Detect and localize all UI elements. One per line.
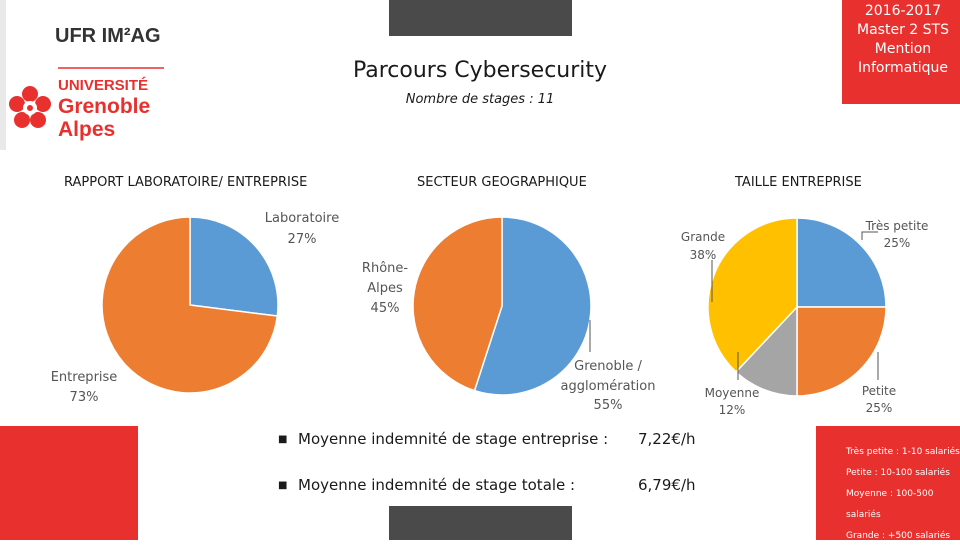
pie-slice-grenoble-agglomération [473, 216, 592, 396]
chart-title-taille: TAILLE ENTREPRISE [735, 175, 862, 190]
stat-label: Moyenne indemnité de stage totale : [298, 476, 576, 494]
informatique-text: Informatique [858, 60, 948, 76]
pie-slice-entreprise [101, 216, 279, 394]
label-rhone-alpes-1: Rhône- [362, 261, 408, 276]
label-tres-petite-pct: 25% [884, 236, 911, 250]
label-grenoble-1: Grenoble / [574, 359, 642, 374]
label-grenoble-pct: 55% [594, 398, 623, 413]
label-petite-pct: 25% [866, 401, 893, 415]
label-grande-pct: 38% [690, 248, 717, 262]
leader-tres-petite [861, 231, 878, 240]
master-text: Master 2 STS [857, 22, 949, 38]
label-grande: Grande [681, 230, 725, 244]
pie-slice-petite [796, 306, 887, 397]
logo-ufr-text: UFR IM²AG [55, 25, 161, 47]
size-legend: Très petite : 1-10 salariés Petite : 10-… [846, 442, 960, 547]
label-entreprise: Entreprise [51, 370, 118, 385]
label-tres-petite: Très petite [865, 219, 929, 233]
label-rhone-alpes-2: Alpes [367, 281, 403, 296]
stat-row-entreprise: ■ Moyenne indemnité de stage entreprise … [278, 424, 718, 454]
logo-grenoble-text: Grenoble [58, 95, 150, 118]
label-laboratoire: Laboratoire [265, 211, 339, 226]
stat-value: 6,79€/h [638, 476, 696, 494]
stat-label: Moyenne indemnité de stage entreprise : [298, 430, 609, 448]
page-title: Parcours Cybersecurity [352, 58, 608, 83]
chart-title-rapport: RAPPORT LABORATOIRE/ ENTREPRISE [64, 175, 308, 190]
legend-item: Grande : +500 salariés [846, 531, 951, 541]
legend-item: Moyenne : 100-500 [846, 489, 934, 499]
top-gray-bar [389, 0, 572, 36]
stat-value: 7,22€/h [638, 430, 696, 448]
university-logo: UFR IM²AG UNIVERSITÉ Grenoble Alpes [9, 25, 164, 141]
label-laboratoire-pct: 27% [288, 232, 317, 247]
stat-row-totale: ■ Moyenne indemnité de stage totale : 6,… [278, 470, 718, 500]
page-subtitle: Nombre de stages : 11 [405, 92, 555, 107]
pie-slice-moyenne [735, 305, 798, 397]
mention-text: Mention [874, 41, 932, 57]
chart-title-secteur: SECTEUR GEOGRAPHIQUE [417, 175, 587, 190]
label-rhone-alpes-pct: 45% [371, 301, 400, 316]
pie-slice-grande [707, 217, 798, 373]
label-moyenne-pct: 12% [719, 403, 746, 417]
label-entreprise-pct: 73% [70, 390, 99, 405]
pie-slice-rhône-alpes [412, 216, 503, 392]
pie-slice-très-petite [796, 217, 887, 308]
legend-item: Petite : 10-100 salariés [846, 468, 950, 478]
logo-panel: UFR IM²AG UNIVERSITÉ Grenoble Alpes [0, 0, 190, 150]
legend-item: salariés [846, 510, 881, 520]
legend-item: Très petite : 1-10 salariés [846, 447, 960, 457]
logo-edge-bar [0, 0, 6, 150]
pie-rapport [101, 216, 279, 394]
bullet-icon: ■ [278, 433, 288, 445]
label-grenoble-2: agglomération [561, 379, 656, 394]
logo-universite-text: UNIVERSITÉ [58, 77, 148, 94]
logo-flower-icon [9, 86, 51, 128]
stats-block: ■ Moyenne indemnité de stage entreprise … [278, 424, 718, 516]
pie-secteur [412, 216, 592, 396]
bottom-gray-bar [389, 506, 572, 540]
pie-taille [707, 217, 887, 397]
bottom-left-panel [0, 426, 138, 540]
bullet-icon: ■ [278, 479, 288, 491]
year-block: 2016-2017 Master 2 STS Mention Informati… [848, 2, 958, 78]
legend-panel [816, 426, 960, 540]
year-panel [842, 0, 960, 104]
label-moyenne: Moyenne [705, 386, 760, 400]
label-petite: Petite [862, 384, 896, 398]
year-text: 2016-2017 [864, 3, 942, 19]
logo-alpes-text: Alpes [58, 118, 115, 141]
pie-slice-laboratoire [189, 216, 279, 317]
